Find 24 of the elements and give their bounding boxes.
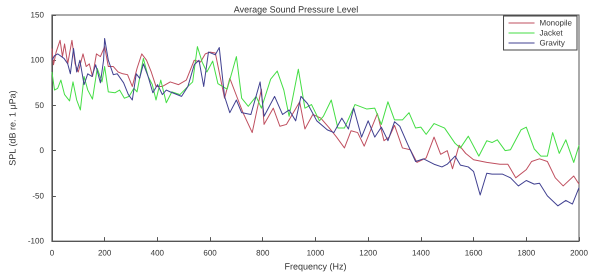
x-tick-label: 2000 [570, 248, 588, 258]
line-series [51, 46, 580, 163]
y-tick-label: -50 [32, 191, 44, 200]
x-tick-label: 1600 [464, 248, 484, 258]
legend-label: Monopile [540, 18, 573, 28]
x-tick-label: 1000 [306, 248, 325, 258]
y-axis-title: SPL (dB re. 1 μPa) [8, 90, 18, 166]
y-tick-label: 0 [39, 146, 44, 156]
x-tick-label: 200 [98, 248, 112, 258]
x-tick-label: 1400 [412, 248, 430, 258]
y-tick-label: -100 [28, 236, 44, 246]
x-tick-label: 1200 [359, 248, 378, 258]
y-tick-label: 100 [30, 56, 44, 65]
x-tick-label: 1800 [517, 248, 536, 258]
legend-label: Jacket [540, 28, 564, 38]
y-tick-label: 150 [30, 10, 44, 20]
y-tick-label: 50 [35, 100, 44, 110]
x-tick-label: 600 [203, 248, 218, 258]
legend-label: Gravity [540, 38, 565, 48]
x-tick-label: 0 [50, 248, 55, 258]
chart-title: Average Sound Pressure Level [234, 4, 358, 14]
x-tick-label: 400 [150, 248, 165, 258]
x-axis-title: Frequency (Hz) [284, 262, 346, 272]
x-tick-label: 800 [256, 248, 270, 258]
